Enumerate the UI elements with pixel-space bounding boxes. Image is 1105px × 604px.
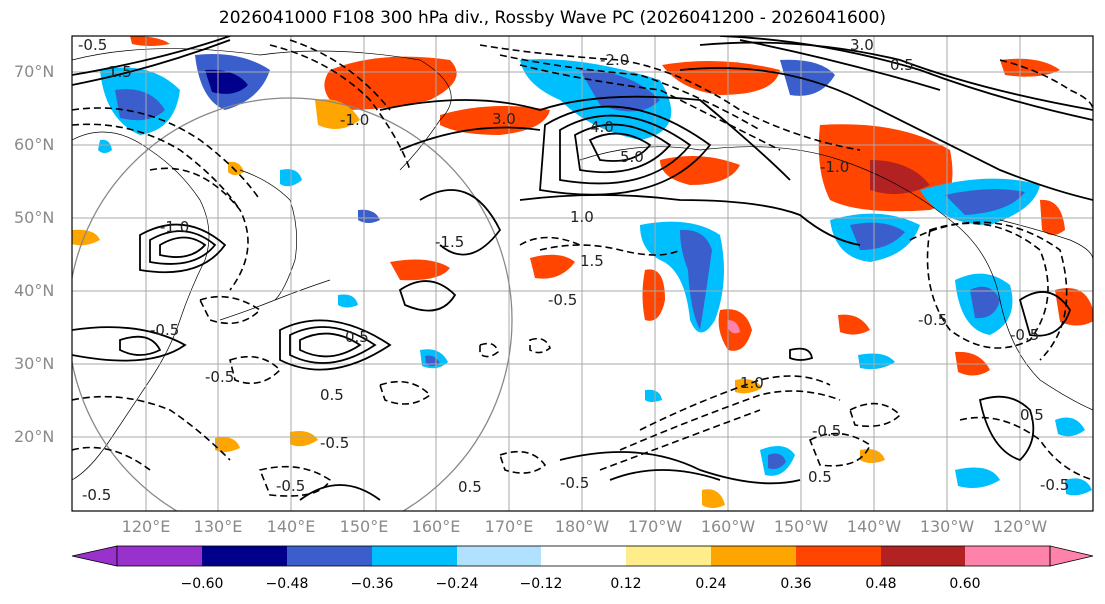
lon-label: 170°W [627,517,683,536]
lat-label: 70°N [14,62,55,81]
colorbar-tick-label: 0.12 [610,576,642,592]
positive-contours [72,36,1093,501]
colorbar-bin [626,546,711,566]
contour-label: 0.5 [808,468,832,486]
contour-label: 3.0 [492,110,516,128]
contour-label: 1.0 [570,208,594,226]
contour-label: 1.5 [580,252,604,270]
contour-label: 1.5 [108,63,132,81]
lat-label: 40°N [14,281,55,300]
lon-label: 150°E [339,517,389,536]
contour-label: -0.5 [82,486,111,504]
lon-label: 180°W [554,517,610,536]
contour-label: 0.5 [1020,406,1044,424]
contour-label: 5.0 [620,148,644,166]
lon-label: 120°W [992,517,1048,536]
colorbar-tick-label: 0.24 [695,576,727,592]
colorbar-min-extend [71,545,118,567]
contour-label: -0.5 [276,477,305,495]
colorbar-tick-label: −0.48 [265,576,309,592]
colorbar-tick-label: 0.60 [949,576,981,592]
lon-label: 160°W [700,517,756,536]
contour-label: -0.5 [78,36,107,54]
contour-label: -0.5 [812,422,841,440]
contour-label: 0.5 [458,478,482,496]
contour-label: -2.0 [600,51,629,69]
colorbar-bin [287,546,372,566]
colorbar-bin [372,546,457,566]
divergence-shading [72,36,1093,508]
lat-label: 20°N [14,427,55,446]
colorbar-tick-label: −0.60 [180,576,224,592]
lon-label: 130°W [919,517,975,536]
colorbar-tick-label: −0.24 [435,576,479,592]
contour-label: 1.0 [740,374,764,392]
contour-label: 0.5 [345,328,369,346]
lon-label: 160°E [411,517,461,536]
lon-label: 130°E [193,517,243,536]
contour-label: -0.5 [150,321,179,339]
gridlines [72,36,1093,511]
contour-label: -0.5 [320,434,349,452]
contour-label: -0.5 [548,291,577,309]
lon-label: 140°W [846,517,902,536]
colorbar-tick-label: −0.12 [519,576,563,592]
contour-label: -0.5 [918,311,947,329]
highlight-circle [72,97,513,511]
colorbar-bin [457,546,541,566]
contour-label: 0.5 [890,56,914,74]
colorbar-tick-label: 0.48 [865,576,897,592]
contour-label: 0.5 [320,386,344,404]
contour-label: -1.5 [435,233,464,251]
lat-label: 50°N [14,208,55,227]
chart-title: 2026041000 F108 300 hPa div., Rossby Wav… [218,8,887,28]
contour-label: -1.0 [340,111,369,129]
map-frame [71,35,1094,512]
colorbar-tick-label: 0.36 [780,576,812,592]
contour-label: -0.5 [1010,326,1039,344]
lon-label: 170°E [484,517,534,536]
colorbar-bin [117,546,202,566]
colorbar-bin [796,546,881,566]
lon-label: 140°E [266,517,316,536]
contour-label: -0.5 [560,474,589,492]
colorbar-bin [881,546,965,566]
contour-labels: -0.5 1.5 3.0 4.0 5.0 -1.0 1.0 -0.5 0.5 -… [78,36,1069,504]
colorbar-max-extend [1049,545,1094,567]
colorbar-bin [711,546,796,566]
lon-label: 150°W [773,517,829,536]
colorbar-bin [965,546,1050,566]
contour-label: -0.5 [205,368,234,386]
colorbar-bin [202,546,287,566]
contour-label: -1.0 [820,158,849,176]
contour-label: -0.5 [1040,476,1069,494]
colorbar-bin [541,546,626,566]
lon-label: 120°E [121,517,171,536]
contour-label: 4.0 [590,118,614,136]
contour-label: 3.0 [850,36,874,54]
lat-label: 60°N [14,135,55,154]
colorbar [71,545,1094,567]
colorbar-tick-label: −0.36 [350,576,394,592]
contour-label: -1.0 [160,218,189,236]
colorbar-outline [116,545,1051,567]
lat-label: 30°N [14,354,55,373]
negative-contours [72,39,1093,497]
